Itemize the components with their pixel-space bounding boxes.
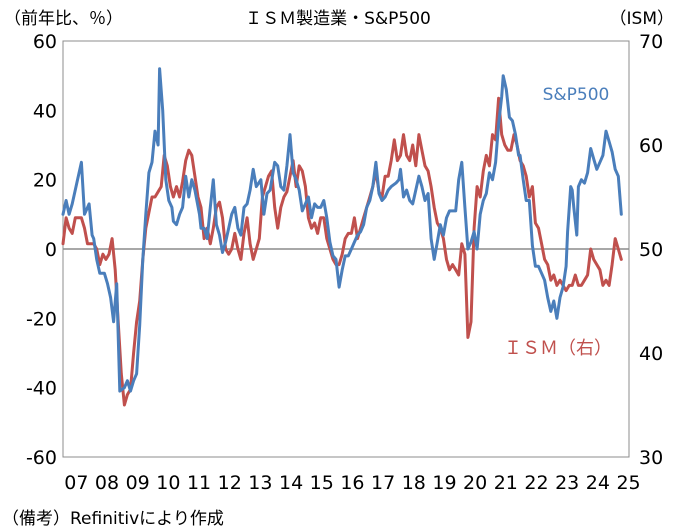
x-tick-label: 14: [279, 472, 303, 494]
x-tick-label: 10: [156, 472, 180, 494]
x-tick-label: 16: [340, 472, 364, 494]
x-tick-label: 09: [126, 472, 150, 494]
x-tick-label: 12: [218, 472, 242, 494]
chart-title: ＩＳＭ製造業・S&P500: [245, 9, 431, 29]
left-tick-label: -60: [26, 447, 57, 469]
right-tick-label: 50: [639, 239, 663, 261]
x-tick-label: 22: [524, 472, 548, 494]
x-tick-label: 17: [371, 472, 395, 494]
source-note: （備考）Refinitivにより作成: [2, 509, 224, 529]
left-axis-label: （前年比、％）: [4, 9, 123, 29]
x-tick-label: 18: [402, 472, 426, 494]
ism-series-line: [61, 96, 623, 407]
right-tick-label: 70: [639, 31, 663, 53]
x-tick-label: 20: [463, 472, 487, 494]
left-tick-label: 20: [33, 170, 57, 192]
right-tick-labels: 30 40 50 60 70: [639, 31, 663, 469]
right-tick-label: 60: [639, 135, 663, 157]
x-tick-label: 13: [248, 472, 272, 494]
right-tick-label: 40: [639, 343, 663, 365]
x-tick-label: 24: [586, 472, 610, 494]
right-tick-label: 30: [639, 447, 663, 469]
x-tick-label: 21: [494, 472, 518, 494]
x-tick-label: 11: [187, 472, 211, 494]
plot-frame: [62, 40, 630, 458]
left-tick-label: 40: [33, 100, 57, 122]
left-tick-labels: -60 -40 -20 0 20 40 60: [26, 31, 57, 469]
left-tick-label: 0: [45, 239, 57, 261]
x-tick-label: 19: [432, 472, 456, 494]
right-axis-label: （ISM）: [610, 9, 674, 29]
x-tick-label: 23: [555, 472, 579, 494]
x-tick-label: 15: [310, 472, 334, 494]
left-tick-label: 60: [33, 31, 57, 53]
x-tick-label: 25: [616, 472, 640, 494]
ism-series-label: ＩＳＭ（右）: [504, 338, 612, 359]
sp500-series-line: [61, 67, 623, 393]
left-tick-label: -40: [26, 378, 57, 400]
sp500-series-label: S&P500: [543, 85, 610, 105]
x-tick-label: 08: [95, 472, 119, 494]
x-tick-label: 07: [64, 472, 88, 494]
left-tick-label: -20: [26, 308, 57, 330]
x-tick-labels: 07 08 09 10 11 12 13 14 15 16 17 18 19 20 21 22 23 24 25: [64, 472, 640, 494]
